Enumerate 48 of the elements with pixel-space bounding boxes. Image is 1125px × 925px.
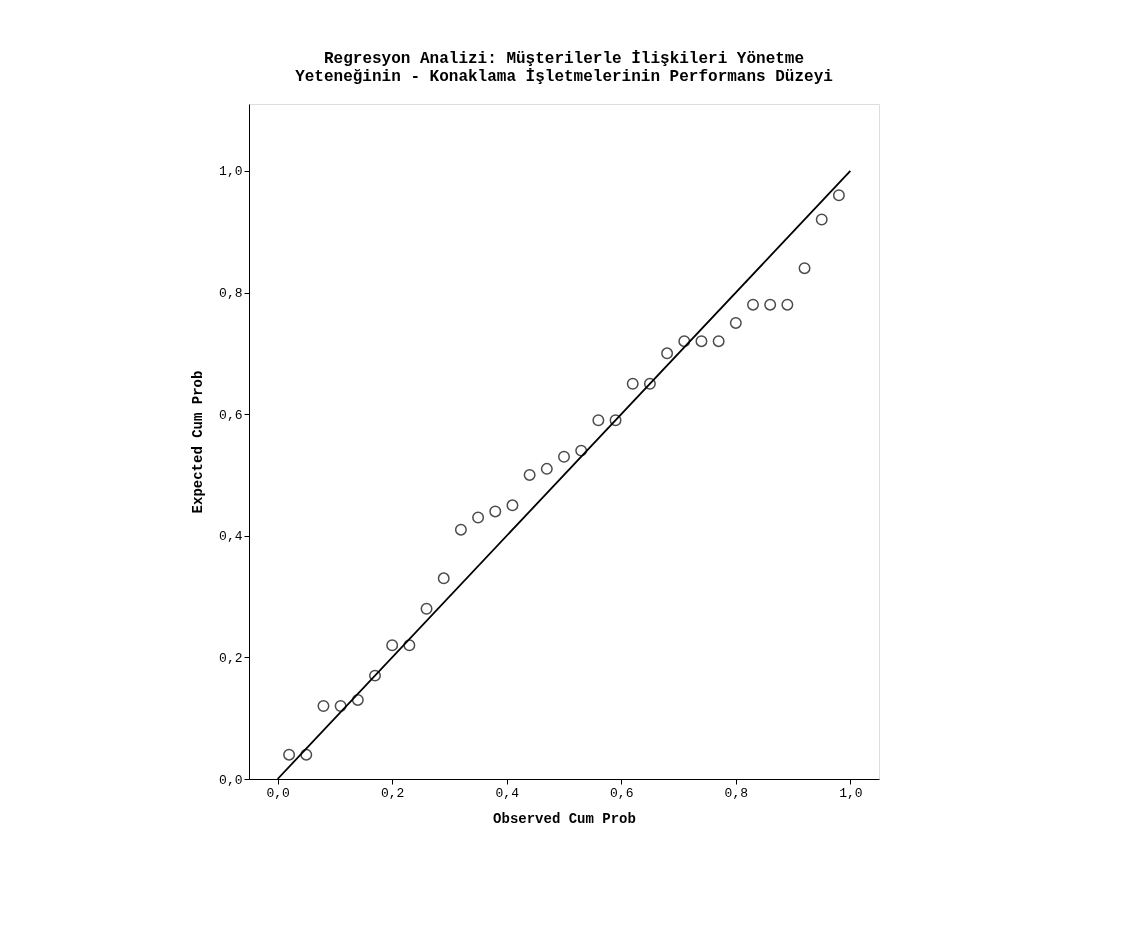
point <box>386 639 399 652</box>
x-tick-label: 0,4 <box>495 785 520 801</box>
y-tick-label: 0,0 <box>219 772 243 788</box>
point <box>643 377 656 390</box>
point <box>454 523 467 536</box>
x-tick-label: 1,0 <box>839 785 863 801</box>
y-tick-label: 0,8 <box>219 286 243 302</box>
point <box>609 414 622 427</box>
point <box>815 213 828 226</box>
y-tick-label: 1,0 <box>219 164 243 180</box>
point <box>832 189 845 202</box>
point <box>798 262 811 275</box>
point <box>334 700 347 713</box>
point <box>592 414 605 427</box>
y-tick-label: 0,2 <box>219 650 243 666</box>
point <box>403 639 416 652</box>
x-tick-label: 0,6 <box>610 785 634 801</box>
point <box>575 444 588 457</box>
point <box>729 316 742 329</box>
point <box>317 700 330 713</box>
point <box>661 347 674 360</box>
y-tick-label: 0,6 <box>219 407 243 423</box>
point <box>437 572 450 585</box>
point <box>558 450 570 463</box>
x-tick-label: 0,0 <box>266 785 290 801</box>
point <box>351 693 364 706</box>
x-tick-label: 0,2 <box>380 785 405 801</box>
point <box>712 335 725 348</box>
point <box>781 298 794 311</box>
y-tick-label: 0,4 <box>219 529 243 545</box>
point <box>747 298 759 311</box>
point <box>506 499 519 512</box>
x-axis-title: Observed Cum Prob <box>493 810 636 827</box>
point <box>678 335 691 348</box>
point <box>369 669 381 682</box>
point <box>523 468 536 481</box>
x-tick-label: 0,8 <box>724 785 749 801</box>
point <box>283 748 296 761</box>
point <box>489 505 502 518</box>
point <box>420 602 433 615</box>
point <box>540 462 553 475</box>
point <box>764 298 777 311</box>
point <box>695 335 708 348</box>
point <box>300 748 313 761</box>
chart-title: Regresyon Analizi: Müşterilerle İlişkileri Yönetme Yeteneğinin - Konaklama İşletmelerinin Performans Düzeyi <box>295 50 833 86</box>
y-axis-title: Expected Cum Prob <box>190 370 207 514</box>
point <box>472 511 485 524</box>
point <box>626 377 639 390</box>
